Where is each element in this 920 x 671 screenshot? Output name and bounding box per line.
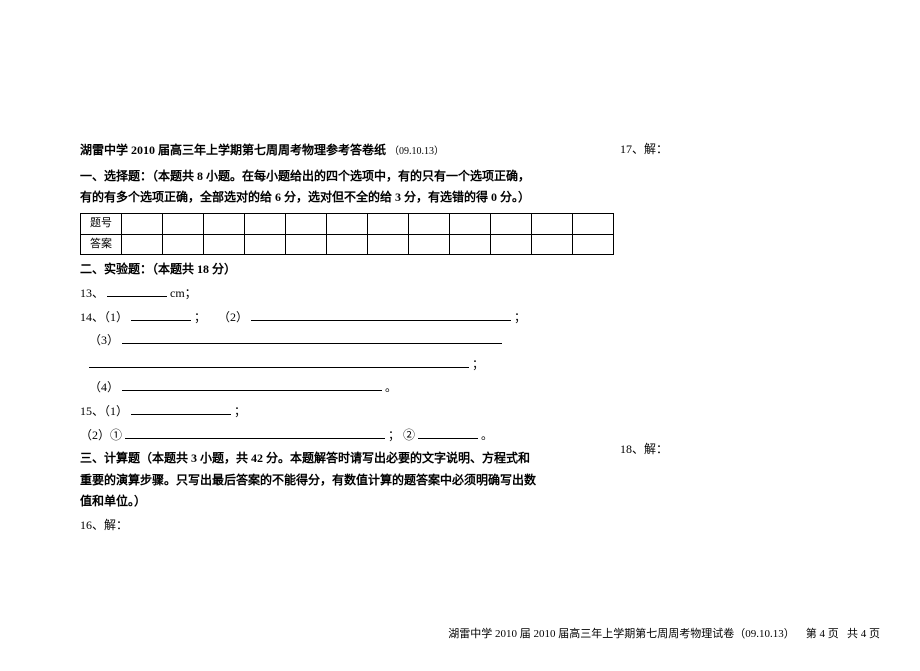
section2-label: 二、实验题：（本题共 18 分） bbox=[80, 259, 540, 281]
cell bbox=[245, 234, 286, 255]
blank bbox=[418, 426, 478, 439]
q14-line1: 14、（1） ； （2） ； bbox=[80, 307, 540, 329]
cell bbox=[450, 213, 491, 234]
q16-label: 16、解： bbox=[80, 518, 128, 532]
q15-2a: （2）① bbox=[80, 428, 122, 442]
q14-line4: （4） 。 bbox=[80, 377, 540, 399]
q14-line3b: ； bbox=[80, 354, 540, 376]
cell bbox=[409, 234, 450, 255]
answer-sheet-body: 湖雷中学 2010 届高三年上学期第七周周考物理参考答卷纸 （09.10.13）… bbox=[80, 140, 540, 539]
q16-line: 16、解： bbox=[80, 515, 540, 537]
cell bbox=[286, 213, 327, 234]
blank bbox=[122, 331, 502, 344]
title-date: （09.10.13） bbox=[389, 146, 444, 157]
q14-3: （3） bbox=[89, 333, 119, 347]
section3-label: 三、计算题（本题共 3 小题，共 42 分。本题解答时请写出必要的文字说明、方程… bbox=[80, 448, 540, 513]
sep: ； bbox=[234, 404, 246, 418]
q14-2: （2） bbox=[218, 310, 248, 324]
cell bbox=[532, 213, 573, 234]
sep: ； bbox=[514, 310, 526, 324]
sep: ； bbox=[194, 310, 206, 324]
q15-line2: （2）① ； ② 。 bbox=[80, 425, 540, 447]
cell bbox=[204, 234, 245, 255]
q14-4: （4） bbox=[89, 380, 119, 394]
q18-line: 18、解： bbox=[620, 440, 668, 457]
section1-label: 一、选择题：（本题共 8 小题。在每小题给出的四个选项中，有的只有一个选项正确，… bbox=[80, 166, 540, 209]
q13-label: 13、 bbox=[80, 286, 104, 300]
sep: ； bbox=[472, 357, 484, 371]
title-bold: 湖雷中学 2010 届高三年上学期第七周周考物理参考答卷纸 bbox=[80, 143, 386, 157]
cell bbox=[532, 234, 573, 255]
cell bbox=[491, 213, 532, 234]
cell bbox=[327, 234, 368, 255]
blank bbox=[131, 402, 231, 415]
cell bbox=[245, 213, 286, 234]
cell bbox=[122, 213, 163, 234]
table-row: 答案 bbox=[81, 234, 614, 255]
cell bbox=[491, 234, 532, 255]
q17-label: 17、解： bbox=[620, 142, 668, 156]
sep: 。 bbox=[481, 428, 493, 442]
cell bbox=[450, 234, 491, 255]
blank bbox=[107, 284, 167, 297]
blank bbox=[122, 378, 382, 391]
cell bbox=[573, 213, 614, 234]
blank bbox=[125, 426, 385, 439]
cell bbox=[368, 213, 409, 234]
page-footer: 湖雷中学 2010 届 2010 届高三年上学期第七周周考物理试卷（09.10.… bbox=[448, 625, 880, 641]
q14-label: 14、（1） bbox=[80, 310, 128, 324]
q15-label: 15、（1） bbox=[80, 404, 128, 418]
answer-table: 题号 答案 bbox=[80, 213, 614, 256]
cell bbox=[368, 234, 409, 255]
q14-line3: （3） bbox=[80, 330, 540, 352]
q17-line: 17、解： bbox=[620, 140, 668, 157]
cell bbox=[163, 213, 204, 234]
row-header: 答案 bbox=[81, 234, 122, 255]
blank bbox=[251, 308, 511, 321]
row-header: 题号 bbox=[81, 213, 122, 234]
cell bbox=[204, 213, 245, 234]
q13-unit: cm； bbox=[170, 286, 197, 300]
q18-label: 18、解： bbox=[620, 442, 668, 456]
cell bbox=[409, 213, 450, 234]
table-row: 题号 bbox=[81, 213, 614, 234]
q15-line1: 15、（1） ； bbox=[80, 401, 540, 423]
q15-2b: ② bbox=[403, 428, 415, 442]
cell bbox=[573, 234, 614, 255]
cell bbox=[327, 213, 368, 234]
title-line: 湖雷中学 2010 届高三年上学期第七周周考物理参考答卷纸 （09.10.13） bbox=[80, 140, 540, 162]
sep: 。 bbox=[385, 380, 397, 394]
cell bbox=[122, 234, 163, 255]
q13-line: 13、 cm； bbox=[80, 283, 540, 305]
cell bbox=[163, 234, 204, 255]
blank bbox=[89, 355, 469, 368]
sep: ； bbox=[388, 428, 400, 442]
blank bbox=[131, 308, 191, 321]
cell bbox=[286, 234, 327, 255]
